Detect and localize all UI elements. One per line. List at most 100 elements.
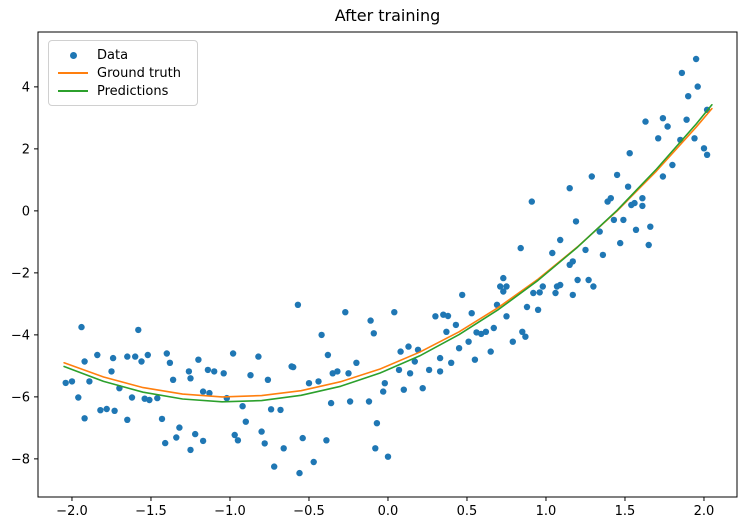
- data-point: [669, 161, 676, 169]
- x-tick-label: 1.0: [536, 504, 557, 519]
- data-point: [372, 445, 379, 452]
- chart-title: After training: [334, 6, 441, 25]
- legend-item-predictions: Predictions: [57, 82, 189, 100]
- data-point: [655, 135, 662, 142]
- data-point: [192, 430, 199, 438]
- data-point: [659, 173, 667, 180]
- data-point: [111, 407, 118, 414]
- data-point: [310, 458, 317, 466]
- data-point: [500, 288, 507, 295]
- data-point: [664, 123, 671, 130]
- data-point: [557, 236, 564, 244]
- data-point: [146, 396, 153, 404]
- data-point: [271, 463, 278, 470]
- data-point: [138, 358, 145, 365]
- data-point: [185, 368, 193, 375]
- data-point: [703, 151, 711, 158]
- data-point: [677, 136, 684, 144]
- predictions-line-icon: [57, 90, 89, 92]
- data-point: [94, 351, 101, 359]
- data-point: [195, 356, 202, 363]
- data-point: [620, 216, 627, 224]
- data-point: [78, 323, 85, 331]
- data-point: [509, 338, 516, 345]
- data-point: [187, 375, 194, 382]
- data-point: [294, 301, 302, 308]
- data-point: [108, 368, 115, 375]
- data-point: [135, 326, 142, 334]
- data-point: [448, 359, 455, 366]
- data-point: [206, 389, 213, 397]
- data-point: [678, 69, 686, 77]
- data-point: [395, 366, 403, 374]
- data-point: [642, 118, 649, 125]
- predictions-line: [63, 104, 713, 403]
- data-point: [280, 445, 287, 452]
- data-point: [380, 388, 387, 395]
- data-point: [582, 246, 589, 254]
- x-tick-label: −0.5: [293, 504, 325, 519]
- data-point: [574, 276, 581, 284]
- data-point: [536, 289, 543, 296]
- x-tick-label: −2.0: [56, 504, 88, 519]
- data-point: [631, 199, 638, 207]
- data-point: [373, 420, 381, 427]
- data-point: [345, 370, 352, 377]
- data-point: [132, 353, 139, 360]
- data-point: [324, 351, 332, 359]
- data-point: [534, 306, 542, 313]
- data-point: [530, 289, 537, 297]
- data-point: [610, 216, 618, 224]
- data-point: [97, 407, 104, 414]
- y-tick-label: −6: [11, 390, 30, 405]
- data-point: [315, 378, 322, 385]
- data-point: [290, 363, 297, 371]
- ground-truth-line-icon: [57, 72, 89, 74]
- x-tick-label: −1.0: [214, 504, 246, 519]
- data-point: [103, 405, 110, 413]
- data-point: [158, 415, 166, 423]
- x-tick-label: 1.5: [615, 504, 636, 519]
- data-point: [109, 354, 117, 362]
- data-point: [465, 338, 472, 345]
- y-tick-label: 0: [22, 204, 30, 219]
- legend-item-ground-truth: Ground truth: [57, 64, 189, 82]
- data-point: [323, 437, 330, 444]
- data-point: [552, 289, 559, 297]
- data-point: [204, 366, 212, 374]
- data-point: [572, 218, 580, 225]
- data-point: [223, 394, 230, 402]
- data-point: [199, 388, 207, 395]
- data-point: [452, 321, 460, 329]
- data-point: [176, 424, 183, 431]
- data-point: [607, 195, 614, 202]
- data-point: [327, 399, 335, 407]
- data-point: [258, 428, 265, 435]
- data-point: [370, 330, 377, 337]
- data-point: [277, 406, 284, 414]
- data-point: [234, 437, 242, 444]
- data-point: [144, 351, 151, 359]
- data-point: [539, 283, 546, 290]
- data-point: [187, 446, 194, 454]
- data-point: [154, 394, 161, 402]
- data-point: [381, 380, 388, 387]
- legend-label-data: Data: [97, 47, 129, 63]
- data-point: [406, 370, 414, 377]
- data-point: [425, 366, 433, 374]
- data-point: [624, 183, 632, 190]
- data-point: [503, 283, 510, 290]
- data-point: [346, 398, 354, 405]
- data-point: [81, 415, 88, 422]
- y-tick-label: 2: [22, 142, 30, 157]
- data-point: [124, 416, 131, 423]
- data-point: [267, 406, 275, 413]
- y-tick-label: −4: [11, 328, 30, 343]
- data-point: [419, 385, 426, 392]
- data-point: [365, 398, 373, 405]
- data-point: [163, 350, 170, 357]
- data-point: [490, 324, 497, 332]
- y-tick-label: −8: [11, 452, 30, 467]
- data-point: [691, 135, 698, 142]
